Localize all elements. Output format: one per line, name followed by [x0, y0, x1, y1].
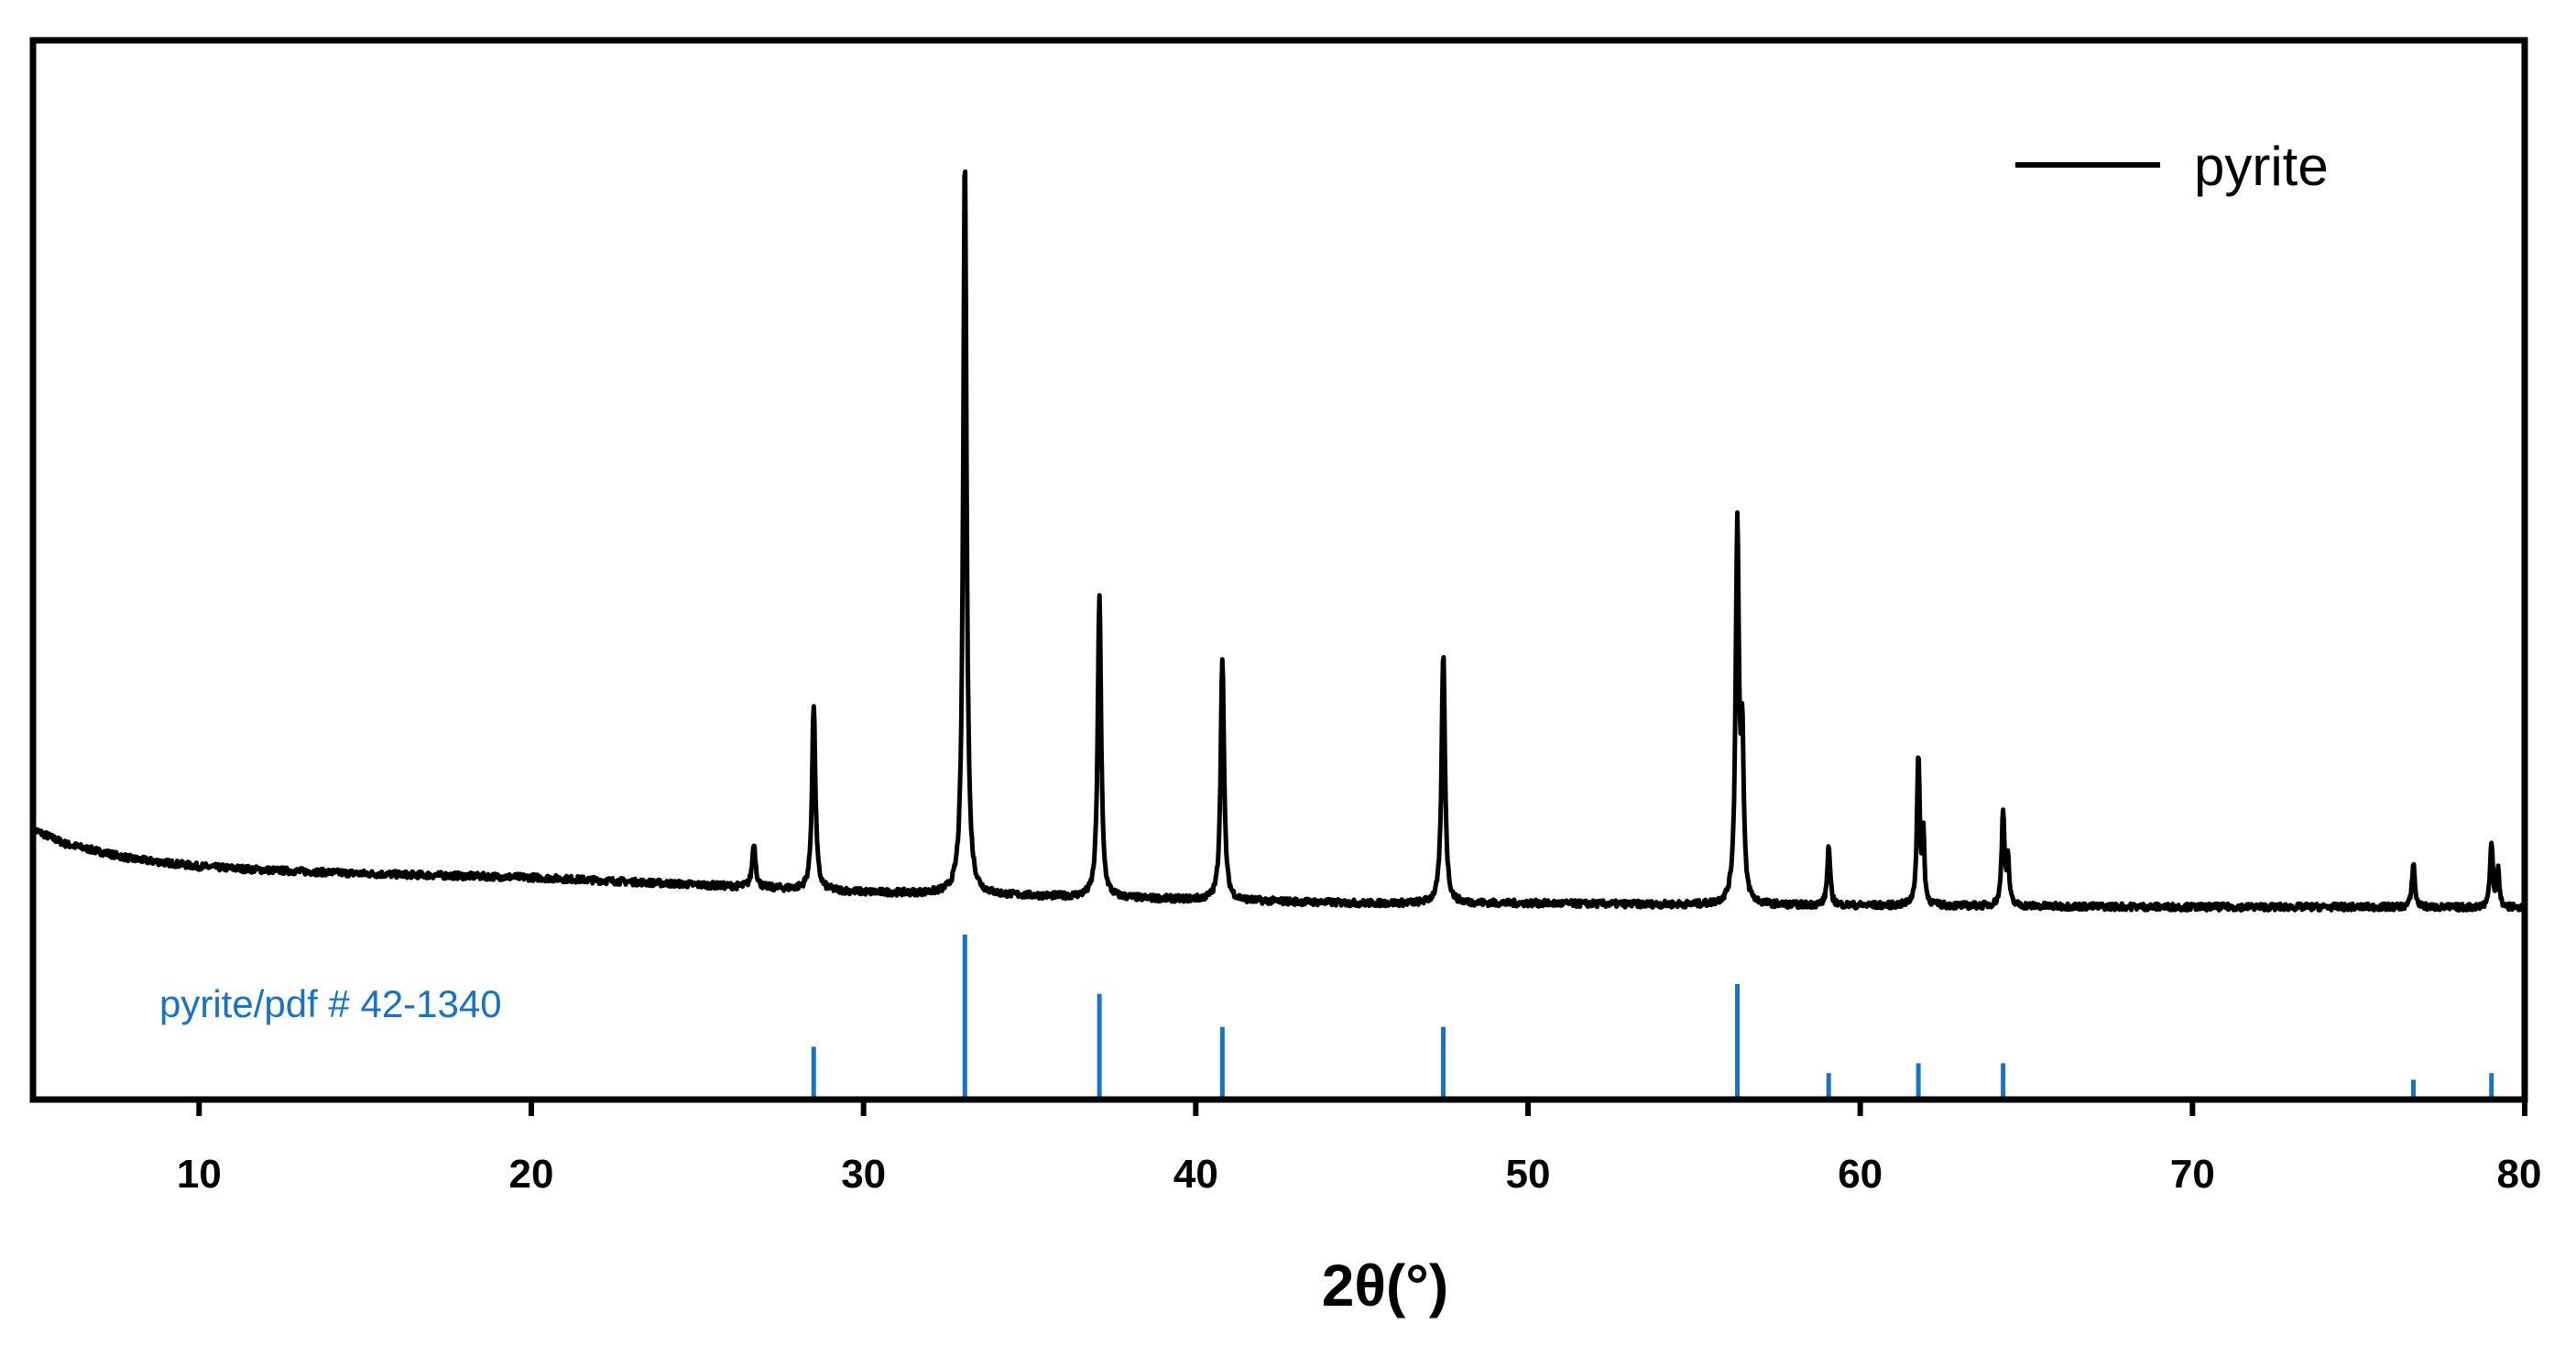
x-tick-label-30: 30 [841, 1152, 886, 1197]
x-axis-ticks [196, 1100, 2527, 1116]
plot-frame [29, 37, 2528, 1103]
x-axis-title: 2θ(°) [1322, 1253, 1448, 1319]
x-tick-label-50: 50 [1506, 1152, 1551, 1197]
pyrite-trace [30, 169, 2527, 913]
x-tick-label-80: 80 [2497, 1152, 2542, 1197]
reference-pattern [811, 935, 2494, 1100]
reference-label: pyrite/pdf # 42-1340 [159, 982, 502, 1025]
x-tick-label-40: 40 [1173, 1152, 1218, 1197]
x-axis-tick-labels: 10 20 30 40 50 60 70 80 [177, 1152, 2542, 1197]
legend-label-pyrite: pyrite [2194, 136, 2329, 197]
x-tick-label-60: 60 [1838, 1152, 1883, 1197]
x-tick-label-20: 20 [509, 1152, 554, 1197]
x-tick-label-70: 70 [2170, 1152, 2215, 1197]
legend: pyrite [2015, 136, 2329, 197]
x-tick-label-10: 10 [177, 1152, 222, 1197]
